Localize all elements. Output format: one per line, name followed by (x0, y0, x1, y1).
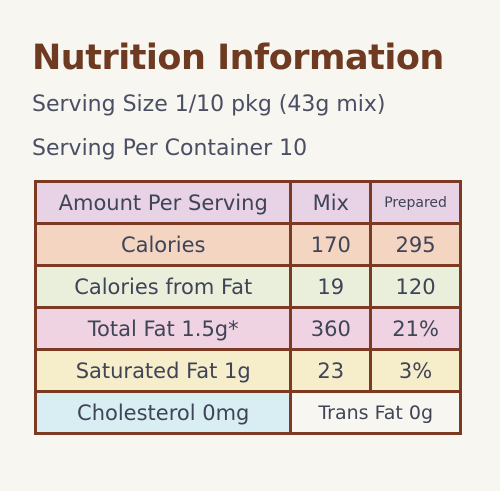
table-cell: 21% (372, 309, 459, 348)
table-cell: Calories (37, 225, 290, 264)
table-cell: Saturated Fat 1g (37, 351, 290, 390)
table-cell: 23 (292, 351, 370, 390)
table-cell: Mix (292, 183, 370, 222)
table-row: Calories from Fat 19 120 (37, 267, 459, 306)
table-cell: Cholesterol 0mg (37, 393, 290, 432)
table-body: Amount Per Serving Mix Prepared Calories 170… (37, 183, 459, 432)
footer-row: Cholesterol 0mg Trans Fat 0g (37, 393, 459, 432)
serving-size: Serving Size 1/10 pkg (43g mix) (32, 92, 386, 117)
table-cell: 360 (292, 309, 370, 348)
table-cell: 170 (292, 225, 370, 264)
nutrition-table: Amount Per Serving Mix Prepared Calories 170… (34, 180, 462, 435)
header-row: Amount Per Serving Mix Prepared (37, 183, 459, 222)
table-row: Total Fat 1.5g* 360 21% (37, 309, 459, 348)
table-cell: Amount Per Serving (37, 183, 290, 222)
servings-per-container: Serving Per Container 10 (32, 136, 308, 161)
title: Nutrition Information (32, 38, 444, 78)
table-row: Saturated Fat 1g 23 3% (37, 351, 459, 390)
table-cell: 120 (372, 267, 459, 306)
table-row: Calories 170 295 (37, 225, 459, 264)
table-cell: Trans Fat 0g (292, 393, 459, 432)
table-cell: 19 (292, 267, 370, 306)
table-cell: 295 (372, 225, 459, 264)
table-cell: Prepared (372, 183, 459, 222)
table-cell: Total Fat 1.5g* (37, 309, 290, 348)
table-cell: 3% (372, 351, 459, 390)
table-cell: Calories from Fat (37, 267, 290, 306)
